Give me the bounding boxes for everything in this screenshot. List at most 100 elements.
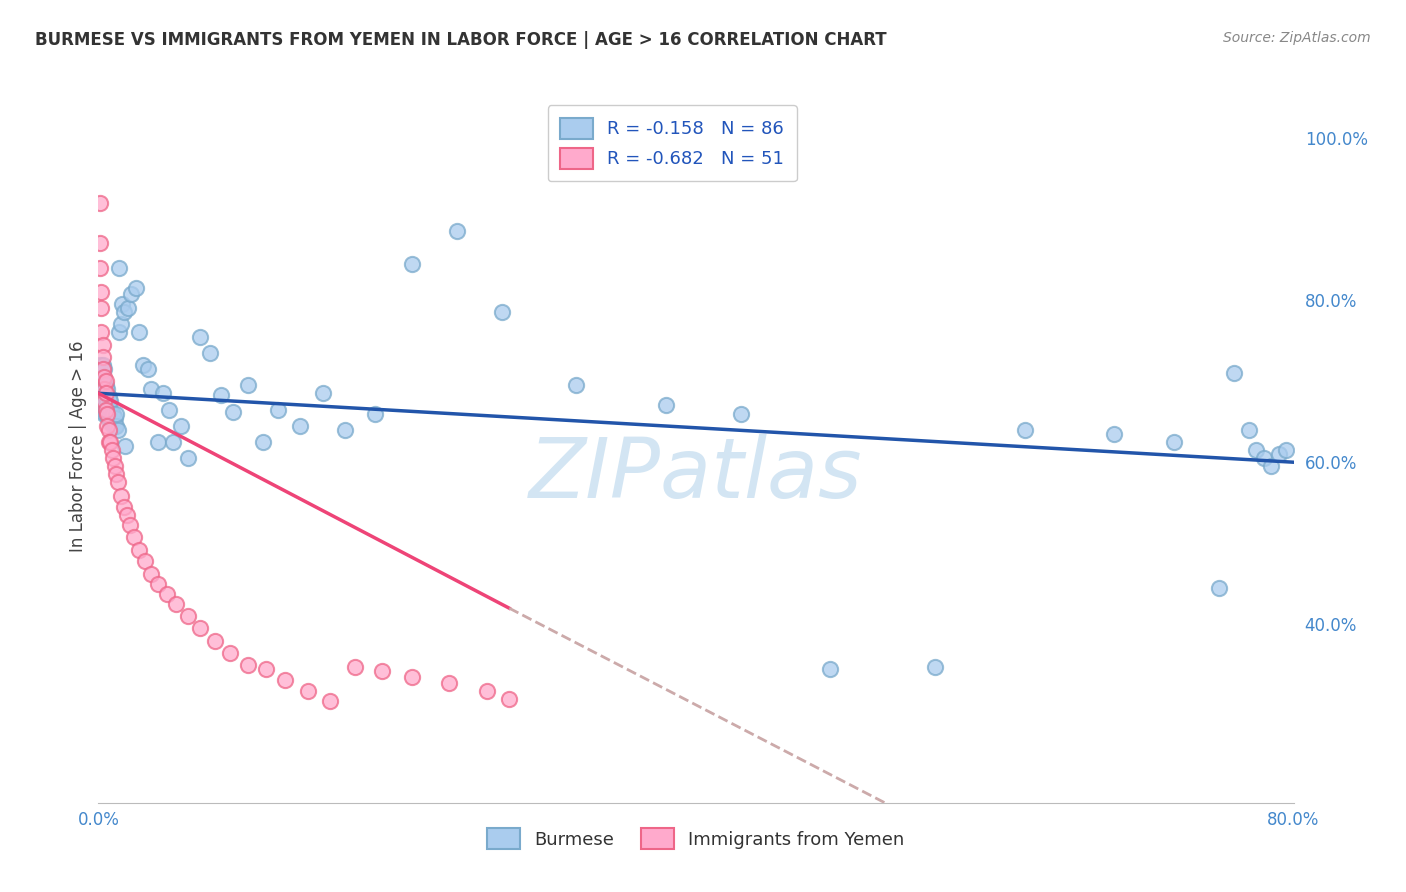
Point — [1104, 426, 1126, 441]
Point — [90, 326, 112, 340]
Point — [96, 402, 118, 417]
Point — [94, 407, 117, 421]
Point — [103, 407, 125, 421]
Point — [1267, 447, 1289, 461]
Point — [148, 434, 170, 449]
Point — [97, 410, 120, 425]
Point — [112, 500, 135, 514]
Point — [114, 439, 136, 453]
Point — [730, 407, 752, 421]
Point — [93, 370, 115, 384]
Point — [274, 673, 297, 687]
Point — [94, 374, 117, 388]
Point — [110, 489, 132, 503]
Point — [401, 256, 423, 270]
Point — [139, 567, 162, 582]
Point — [96, 418, 118, 433]
Point — [311, 386, 333, 401]
Point — [91, 337, 114, 351]
Point — [139, 382, 162, 396]
Point — [110, 318, 132, 332]
Point — [288, 418, 311, 433]
Point — [475, 684, 498, 698]
Point — [165, 597, 187, 611]
Point — [96, 394, 118, 409]
Point — [124, 530, 146, 544]
Point — [104, 410, 127, 425]
Point — [157, 402, 180, 417]
Point — [96, 407, 118, 421]
Point — [169, 418, 191, 433]
Point — [96, 382, 118, 396]
Point — [90, 366, 112, 380]
Point — [91, 374, 114, 388]
Point — [91, 350, 114, 364]
Text: BURMESE VS IMMIGRANTS FROM YEMEN IN LABOR FORCE | AGE > 16 CORRELATION CHART: BURMESE VS IMMIGRANTS FROM YEMEN IN LABO… — [35, 31, 887, 49]
Point — [820, 662, 842, 676]
Point — [401, 670, 423, 684]
Point — [236, 378, 259, 392]
Point — [90, 390, 112, 404]
Point — [89, 358, 111, 372]
Point — [94, 402, 117, 417]
Point — [91, 390, 114, 404]
Point — [162, 434, 184, 449]
Point — [101, 443, 124, 458]
Point — [200, 345, 222, 359]
Point — [1237, 423, 1260, 437]
Point — [107, 423, 129, 437]
Point — [89, 260, 111, 275]
Point — [1163, 434, 1185, 449]
Point — [94, 378, 117, 392]
Point — [94, 386, 117, 401]
Point — [128, 542, 150, 557]
Legend: Burmese, Immigrants from Yemen: Burmese, Immigrants from Yemen — [478, 819, 914, 858]
Point — [204, 633, 226, 648]
Point — [101, 415, 124, 429]
Point — [156, 586, 179, 600]
Point — [333, 423, 356, 437]
Point — [89, 236, 111, 251]
Point — [254, 662, 277, 676]
Point — [90, 285, 112, 299]
Point — [91, 358, 114, 372]
Point — [319, 694, 342, 708]
Point — [924, 660, 946, 674]
Point — [105, 418, 128, 433]
Point — [120, 286, 142, 301]
Point — [1260, 459, 1282, 474]
Point — [97, 402, 120, 417]
Point — [97, 423, 120, 437]
Point — [112, 305, 135, 319]
Point — [105, 467, 128, 482]
Point — [89, 195, 111, 210]
Point — [91, 399, 114, 413]
Point — [90, 301, 112, 315]
Point — [96, 407, 118, 421]
Point — [134, 554, 156, 568]
Point — [93, 362, 115, 376]
Point — [344, 659, 367, 673]
Point — [97, 434, 120, 449]
Point — [115, 508, 138, 522]
Point — [297, 684, 319, 698]
Point — [94, 390, 117, 404]
Point — [1223, 366, 1246, 380]
Point — [118, 518, 141, 533]
Point — [252, 434, 274, 449]
Point — [98, 394, 122, 409]
Point — [93, 407, 115, 421]
Point — [222, 405, 245, 419]
Point — [1208, 581, 1230, 595]
Point — [94, 399, 117, 413]
Point — [188, 622, 211, 636]
Point — [128, 326, 150, 340]
Point — [177, 451, 200, 466]
Point — [93, 378, 115, 392]
Text: ZIPatlas: ZIPatlas — [529, 434, 863, 515]
Point — [236, 657, 259, 672]
Point — [136, 362, 159, 376]
Point — [108, 260, 131, 275]
Point — [93, 399, 115, 413]
Point — [148, 577, 170, 591]
